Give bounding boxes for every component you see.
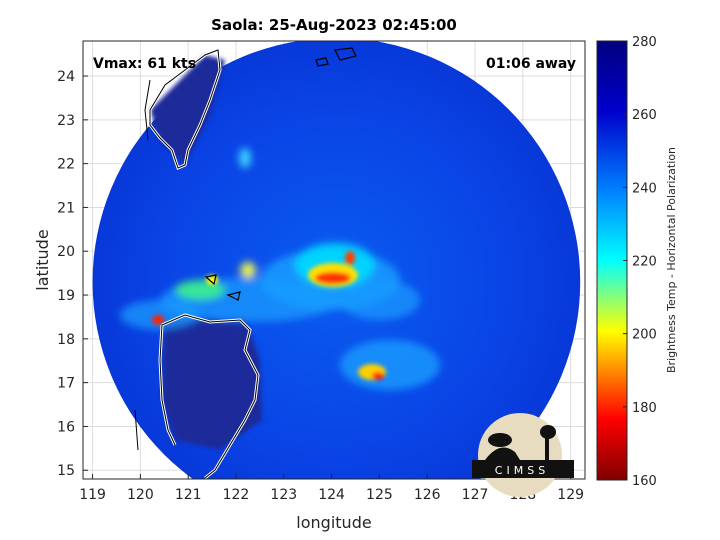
y-tick-label: 16 xyxy=(57,419,75,435)
y-tick-label: 23 xyxy=(57,113,75,129)
y-tick-label: 17 xyxy=(57,376,75,392)
vmax-annotation: Vmax: 61 kts xyxy=(93,56,196,72)
y-tick-label: 24 xyxy=(57,69,75,85)
colorbar-tick-label: 280 xyxy=(632,35,657,50)
x-tick-label: 124 xyxy=(318,487,345,503)
y-tick-label: 21 xyxy=(57,200,75,216)
colorbar-tick-label: 160 xyxy=(632,474,657,489)
y-tick-label: 20 xyxy=(57,244,75,260)
chart-title: Saola: 25-Aug-2023 02:45:00 xyxy=(211,16,457,34)
colorbar xyxy=(596,40,628,481)
cimss-logo: CIMSS xyxy=(472,413,574,497)
x-tick-label: 127 xyxy=(462,487,489,503)
x-tick-label: 122 xyxy=(223,487,250,503)
y-tick-label: 19 xyxy=(57,288,75,304)
colorbar-tick-label: 260 xyxy=(632,108,657,123)
colorbar-tick-label: 200 xyxy=(632,328,657,343)
y-axis-ticks: 15 16 17 18 19 20 21 22 23 24 xyxy=(57,69,88,479)
x-tick-label: 126 xyxy=(414,487,441,503)
colorbar-ticks: 160 180 200 220 240 260 280 xyxy=(623,35,657,489)
coastlines xyxy=(134,47,357,479)
colorbar-tick-label: 220 xyxy=(632,255,657,270)
colorbar-label: Brightness Temp - Horizontal Polarizatio… xyxy=(665,147,678,373)
y-axis-label: latitude xyxy=(33,229,52,290)
x-tick-label: 121 xyxy=(175,487,202,503)
hot-cores xyxy=(152,251,386,380)
cimss-logo-text: CIMSS xyxy=(495,464,549,477)
colorbar-tick-label: 180 xyxy=(632,401,657,416)
x-axis-label: longitude xyxy=(296,513,371,532)
colorbar-tick-label: 240 xyxy=(632,181,657,196)
taiwan-region xyxy=(150,55,225,165)
x-tick-label: 120 xyxy=(127,487,154,503)
x-tick-label: 123 xyxy=(270,487,297,503)
luzon-region xyxy=(162,318,262,450)
x-tick-label: 119 xyxy=(79,487,106,503)
x-tick-label: 129 xyxy=(557,487,584,503)
y-tick-label: 15 xyxy=(57,463,75,479)
time-away-annotation: 01:06 away xyxy=(486,56,576,72)
x-tick-label: 125 xyxy=(366,487,393,503)
y-tick-label: 22 xyxy=(57,157,75,173)
plot-frame xyxy=(82,40,586,480)
y-tick-label: 18 xyxy=(57,332,75,348)
